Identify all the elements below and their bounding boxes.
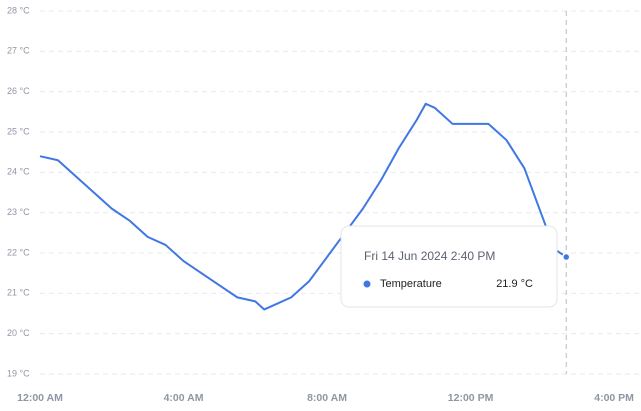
series-line (39, 102, 567, 311)
y-tick-label: 26 °C (7, 86, 30, 96)
y-tick-label: 19 °C (7, 368, 30, 378)
y-tick-label: 22 °C (7, 247, 30, 257)
y-tick-label: 20 °C (7, 328, 30, 338)
x-tick-label: 4:00 PM (594, 392, 634, 404)
hover-point (561, 252, 571, 262)
x-tick-label: 12:00 PM (448, 392, 494, 404)
x-tick-label: 8:00 AM (307, 392, 347, 404)
y-tick-label: 23 °C (7, 207, 30, 217)
y-tick-label: 27 °C (7, 46, 30, 56)
plot (39, 11, 571, 374)
y-tick-label: 21 °C (7, 288, 30, 298)
tooltip-box (340, 225, 558, 308)
y-tick-label: 25 °C (7, 126, 30, 136)
y-tick-label: 28 °C (7, 5, 30, 15)
tooltip-title: Fri 14 Jun 2024 2:40 PM (364, 249, 495, 263)
tooltip-swatch (363, 280, 371, 288)
tooltip-value: 21.9 °C (496, 278, 533, 290)
tooltip: Fri 14 Jun 2024 2:40 PM Temperature 21.9… (340, 225, 558, 308)
y-tick-label: 24 °C (7, 167, 30, 177)
tooltip-series: Temperature (380, 278, 442, 290)
x-tick-label: 12:00 AM (17, 392, 63, 404)
x-tick-label: 4:00 AM (164, 392, 204, 404)
grid: 19 °C 20 °C 21 °C 22 °C 23 °C 24 °C 25 °C 26 °C… (7, 5, 641, 404)
